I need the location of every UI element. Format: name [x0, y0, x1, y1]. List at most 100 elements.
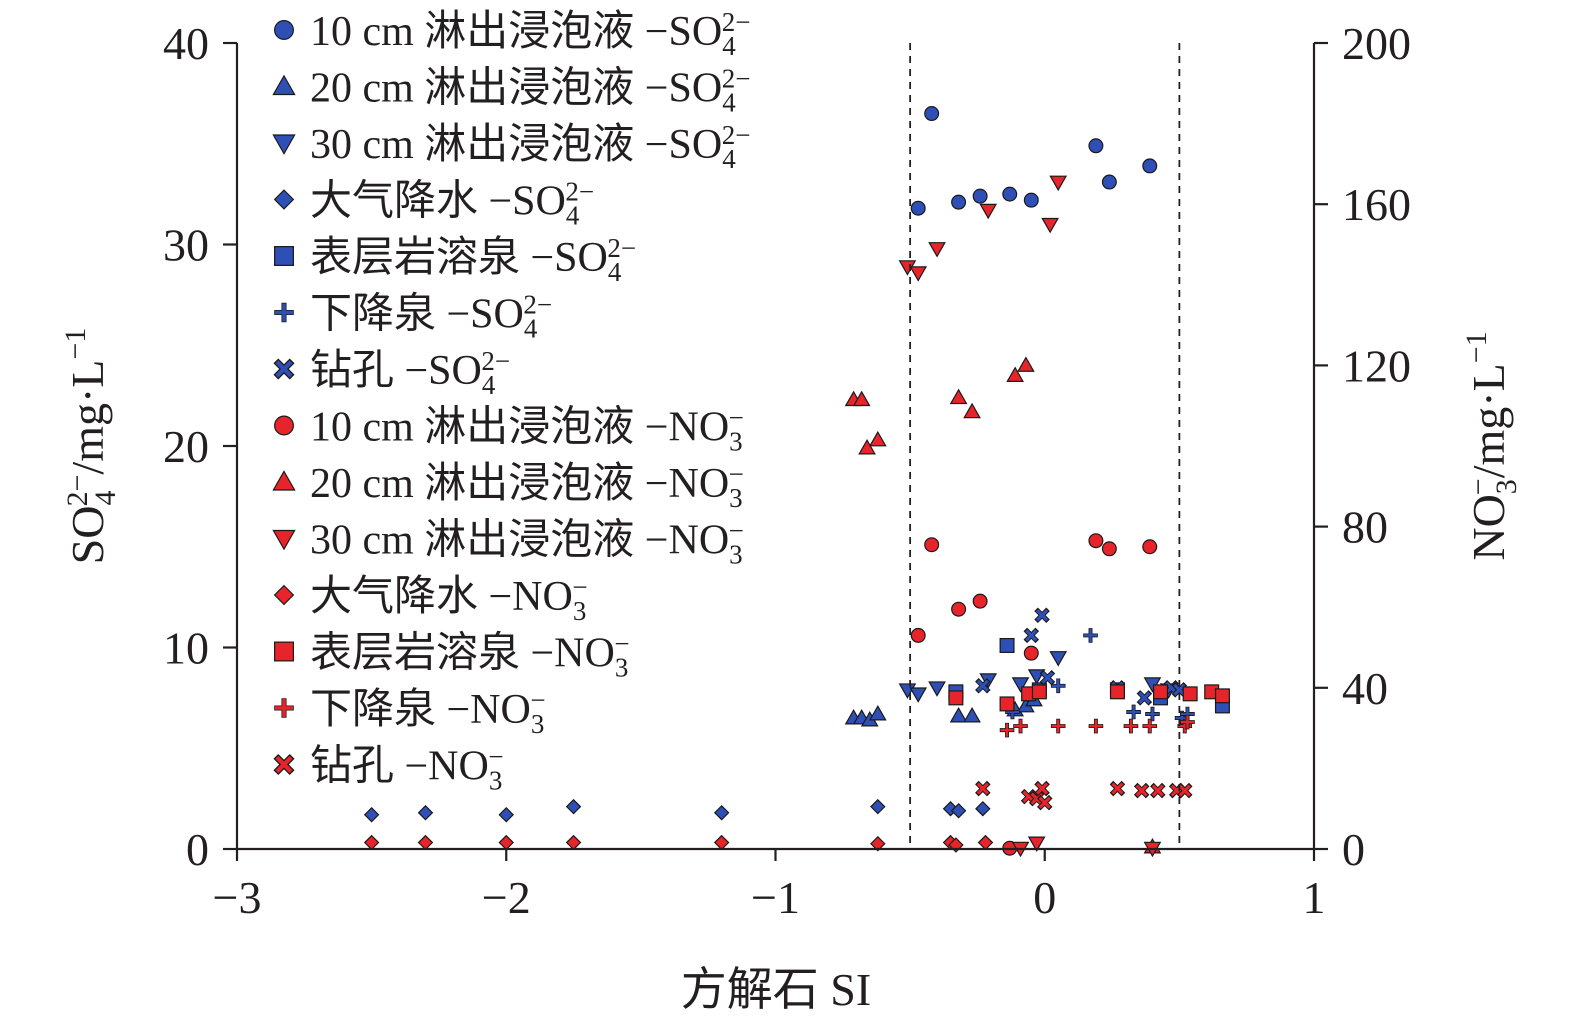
data-point-so4-square-1: [999, 637, 1015, 653]
data-point-no3-diamond-5: [870, 836, 886, 852]
legend-label: 下降泉 −SO42−: [310, 290, 552, 344]
data-point-so4-circle-2: [951, 194, 967, 210]
legend-item-1: 20 cm 淋出浸泡液 −SO42−: [272, 64, 750, 118]
data-point-so4-circle-7: [1101, 174, 1117, 190]
data-point-so4-triangle-down-1: [909, 687, 928, 703]
data-point-no3-triangle-up-3: [868, 430, 887, 447]
legend-item-10: 大气降水 −NO3−: [273, 572, 588, 626]
data-point-so4-circle-8: [1142, 158, 1158, 174]
data-point-no3-diamond-1: [417, 834, 434, 851]
data-point-so4-plus-4: [1145, 706, 1160, 722]
data-point-no3-square-4: [1109, 684, 1125, 700]
data-point-so4-diamond-5: [870, 798, 886, 815]
data-point-so4-triangle-up-5: [963, 706, 981, 723]
data-point-no3-cross-0: [975, 780, 991, 797]
legend-marker-diamond: [273, 584, 295, 606]
data-point-no3-circle-3: [972, 593, 988, 609]
data-point-no3-triangle-up-6: [1006, 366, 1024, 382]
x-tick-label: −3: [213, 872, 262, 923]
data-point-so4-cross-3: [1039, 669, 1056, 686]
x-tick-label: −1: [751, 872, 800, 923]
legend-label: 20 cm 淋出浸泡液 −NO3−: [310, 459, 744, 513]
data-point-no3-diamond-3: [565, 834, 582, 851]
data-point-so4-diamond-1: [417, 804, 434, 821]
y-axis-left-label: SO42−/mg·L−1: [59, 328, 122, 565]
legend-item-8: 20 cm 淋出浸泡液 −NO3−: [272, 459, 744, 513]
legend-marker-square: [274, 246, 294, 266]
data-point-no3-cross-5: [1109, 780, 1126, 797]
data-point-so4-diamond-8: [975, 800, 991, 817]
data-point-so4-circle-3: [972, 188, 988, 204]
data-point-so4-diamond-2: [498, 806, 514, 823]
legend-label: 钻孔 −NO3−: [310, 742, 504, 796]
legend-item-12: 下降泉 −NO3−: [274, 685, 546, 739]
legend-marker-triangle-up: [272, 74, 296, 96]
data-point-so4-circle-1: [924, 106, 940, 122]
data-point-no3-cross-3: [1034, 780, 1050, 797]
x-axis-label: 方解石 SI: [681, 964, 871, 1015]
legend-marker-plus: [274, 302, 294, 323]
legend-label: 下降泉 −NO3−: [310, 685, 546, 739]
data-point-no3-triangle-up-5: [963, 402, 981, 419]
data-point-no3-cross-4: [1036, 794, 1053, 811]
legend-marker-circle: [274, 20, 294, 40]
legend-item-3: 大气降水 −SO42−: [273, 177, 594, 231]
data-point-so4-triangle-down-4: [1011, 677, 1030, 693]
legend-item-9: 30 cm 淋出浸泡液 −NO3−: [272, 516, 744, 570]
legend-item-13: 钻孔 −NO3−: [273, 742, 504, 796]
x-tick-label: −2: [482, 872, 531, 923]
data-point-so4-triangle-up-3: [868, 704, 887, 721]
data-point-no3-cross-9: [1176, 782, 1193, 799]
legend-marker-triangle-down: [272, 134, 296, 155]
y-left-tick-label: 40: [163, 18, 209, 69]
legend-item-6: 钻孔 −SO42−: [273, 346, 510, 400]
data-point-so4-cross-1: [1023, 627, 1040, 644]
legend-label: 20 cm 淋出浸泡液 −SO42−: [310, 64, 750, 118]
data-point-no3-plus-3: [1088, 718, 1104, 734]
legend-item-2: 30 cm 淋出浸泡液 −SO42−: [272, 120, 750, 174]
data-point-so4-circle-6: [1088, 138, 1104, 154]
data-point-no3-square-5: [1153, 684, 1169, 700]
data-point-no3-triangle-up-7: [1017, 356, 1035, 372]
data-point-so4-circle-5: [1023, 192, 1039, 208]
data-point-no3-square-6: [1182, 686, 1198, 702]
legend-item-7: 10 cm 淋出浸泡液 −NO3−: [274, 403, 744, 457]
legend-label: 表层岩溶泉 −SO42−: [310, 233, 636, 287]
legend-label: 30 cm 淋出浸泡液 −NO3−: [310, 516, 744, 570]
data-point-so4-circle-4: [1002, 186, 1018, 202]
data-point-so4-diamond-7: [950, 802, 967, 819]
data-point-no3-triangle-down-7: [1041, 217, 1059, 234]
data-point-no3-plus-2: [1050, 718, 1066, 734]
y-axis-right-label: NO3−/mg·L−1: [1460, 331, 1523, 560]
reference-lines: [909, 43, 1181, 849]
data-point-no3-cross-2: [1028, 790, 1045, 807]
y-left-tick-label: 0: [186, 824, 209, 875]
data-point-no3-triangle-down-3: [979, 203, 998, 220]
data-point-so4-cross-0: [975, 678, 991, 694]
y-right-tick-label: 200: [1342, 18, 1411, 69]
y-left-tick-label: 10: [163, 623, 209, 674]
data-point-no3-circle-2: [951, 601, 967, 617]
data-point-so4-cross-5: [1136, 690, 1153, 706]
data-point-no3-circle-1: [924, 537, 940, 553]
legend-marker-plus: [274, 698, 294, 718]
y-left-tick-label: 20: [163, 421, 209, 472]
data-point-no3-circle-6: [1088, 533, 1104, 549]
legend-label: 30 cm 淋出浸泡液 −SO42−: [310, 120, 750, 174]
data-point-no3-triangle-down-2: [928, 242, 946, 258]
legend-marker-square: [274, 641, 294, 662]
legend-marker-triangle-up: [272, 470, 296, 491]
data-point-so4-triangle-down-2: [928, 681, 946, 697]
y-right-tick-label: 160: [1342, 179, 1411, 230]
legend-label: 大气降水 −NO3−: [310, 572, 588, 626]
y-right-tick-label: 40: [1342, 663, 1388, 714]
data-point-no3-square-3: [1031, 684, 1047, 700]
legend-label: 表层岩溶泉 −NO3−: [310, 629, 630, 683]
data-point-so4-diamond-4: [713, 804, 730, 821]
data-point-no3-triangle-down-6: [1049, 175, 1068, 192]
legend-marker-circle: [274, 415, 294, 436]
y-right-tick-label: 80: [1342, 502, 1388, 553]
legend-marker-cross: [273, 358, 295, 380]
